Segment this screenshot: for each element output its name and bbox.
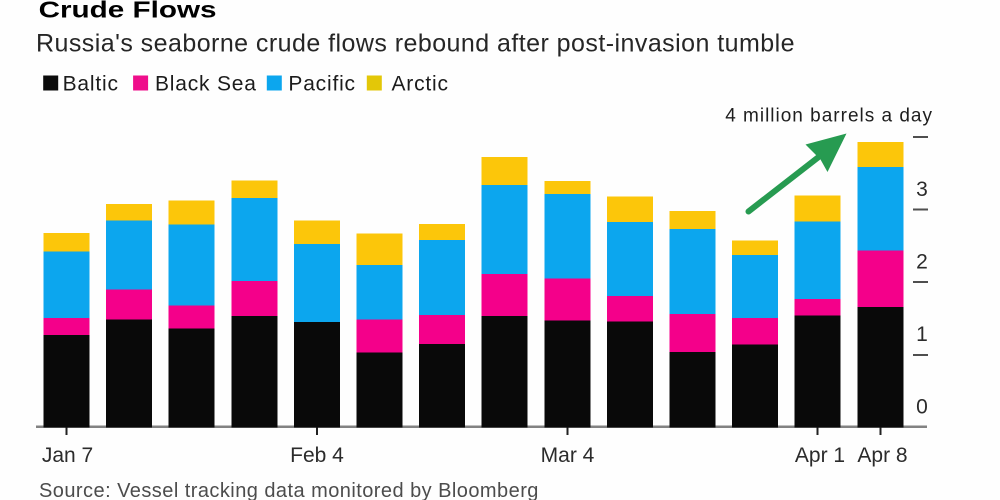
svg-text:Jan 7: Jan 7 bbox=[42, 444, 93, 467]
svg-text:Russia's seaborne crude flows: Russia's seaborne crude flows rebound af… bbox=[36, 30, 795, 58]
svg-text:Baltic: Baltic bbox=[63, 73, 119, 96]
svg-text:Feb 4: Feb 4 bbox=[290, 444, 344, 467]
svg-text:Black Sea: Black Sea bbox=[155, 73, 257, 96]
svg-text:Apr 1: Apr 1 bbox=[795, 444, 845, 467]
svg-text:Crude Flows: Crude Flows bbox=[39, 0, 217, 23]
svg-text:2: 2 bbox=[916, 251, 928, 274]
svg-text:Apr 8: Apr 8 bbox=[857, 444, 907, 467]
svg-text:Mar 4: Mar 4 bbox=[541, 444, 595, 467]
svg-text:Arctic: Arctic bbox=[392, 73, 449, 96]
svg-text:Source: Vessel tracking data m: Source: Vessel tracking data monitored b… bbox=[39, 480, 539, 500]
svg-text:3: 3 bbox=[916, 178, 928, 201]
svg-text:Pacific: Pacific bbox=[288, 73, 355, 96]
svg-text:1: 1 bbox=[916, 323, 928, 346]
svg-text:4 million barrels a day: 4 million barrels a day bbox=[725, 106, 933, 127]
svg-text:0: 0 bbox=[916, 396, 928, 419]
